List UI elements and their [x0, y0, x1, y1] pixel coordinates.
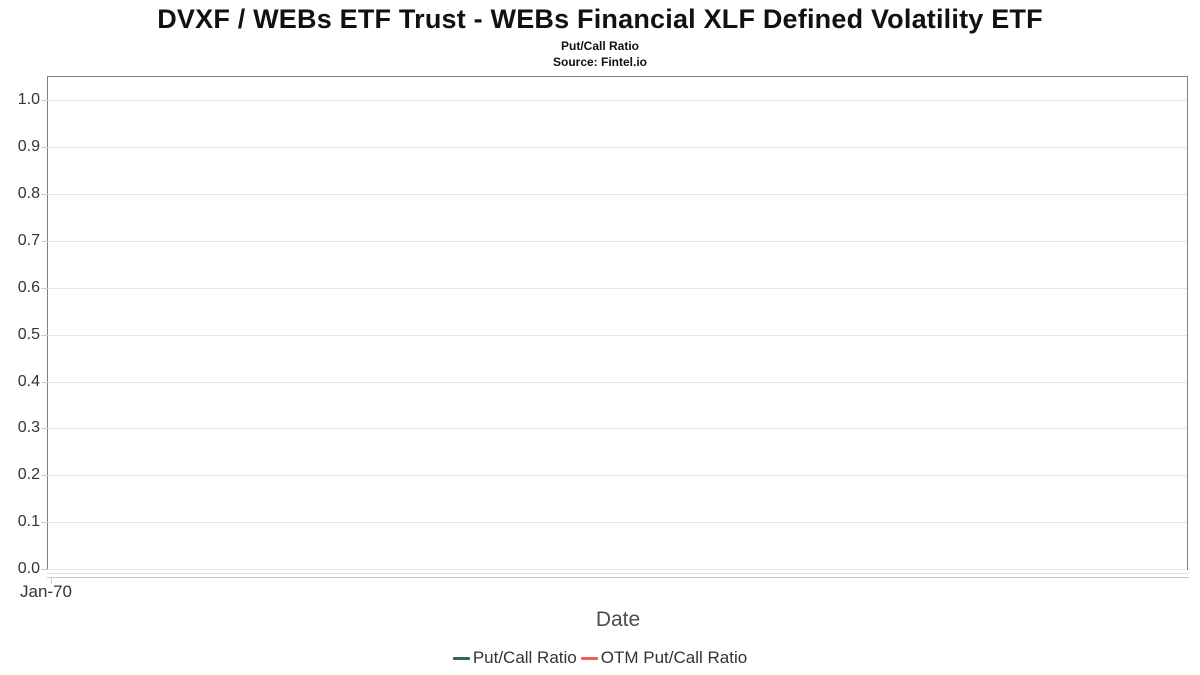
chart-source: Source: Fintel.io: [552, 55, 647, 69]
y-tick-label-0.8: 0.8: [17, 185, 40, 202]
legend-dash-icon: [452, 656, 470, 660]
y-tick-label-0.6: 0.6: [17, 279, 40, 296]
legend-label: Put/Call Ratio: [472, 648, 577, 667]
y-axis-tick-0.3: [41, 428, 48, 429]
y-axis-tick-0.4: [41, 382, 48, 383]
y-tick-label-0.9: 0.9: [17, 138, 40, 155]
gridline-0.7: [48, 241, 1187, 242]
y-axis-tick-0.8: [41, 194, 48, 195]
gridline-1.0: [48, 100, 1187, 101]
y-tick-label-0.1: 0.1: [17, 513, 40, 530]
chart-title: DVXF / WEBs ETF Trust - WEBs Financial X…: [157, 4, 1043, 34]
legend-item-put-call-ratio[interactable]: Put/Call Ratio: [452, 648, 577, 668]
y-axis-tick-1.0: [41, 100, 48, 101]
y-tick-label-0.2: 0.2: [17, 466, 40, 483]
chart-legend: Put/Call Ratio OTM Put/Call Ratio: [0, 648, 1200, 668]
x-axis-tick: [51, 577, 52, 584]
x-tick-label: Jan-70: [20, 582, 72, 601]
x-axis-title: Date: [595, 608, 641, 631]
gridline-0.9: [48, 147, 1187, 148]
y-axis-tick-0.5: [41, 335, 48, 336]
y-axis-tick-0.6: [41, 288, 48, 289]
y-axis-tick-0.0: [41, 569, 48, 570]
gridline-0.4: [48, 382, 1187, 383]
chart-header: DVXF / WEBs ETF Trust - WEBs Financial X…: [0, 4, 1200, 69]
gridline-0.0: [48, 569, 1187, 570]
y-tick-label-1.0: 1.0: [17, 91, 40, 108]
chart-subtitle: Put/Call Ratio: [560, 39, 639, 53]
x-axis-line-upper: [47, 573, 1189, 574]
legend-label: OTM Put/Call Ratio: [600, 648, 748, 667]
y-tick-label-0.5: 0.5: [17, 326, 40, 343]
y-axis-tick-0.1: [41, 522, 48, 523]
gridline-0.1: [48, 522, 1187, 523]
y-axis-tick-0.7: [41, 241, 48, 242]
legend-dash-icon: [580, 656, 598, 660]
gridline-0.2: [48, 475, 1187, 476]
gridline-0.3: [48, 428, 1187, 429]
x-axis-line: [47, 577, 1189, 578]
y-tick-label-0.0: 0.0: [17, 560, 40, 577]
gridline-0.6: [48, 288, 1187, 289]
y-tick-label-0.3: 0.3: [17, 419, 40, 436]
y-tick-label-0.4: 0.4: [17, 373, 40, 390]
y-axis-tick-0.9: [41, 147, 48, 148]
y-axis-tick-0.2: [41, 475, 48, 476]
y-tick-label-0.7: 0.7: [17, 232, 40, 249]
gridline-0.8: [48, 194, 1187, 195]
legend-item-otm-put-call-ratio[interactable]: OTM Put/Call Ratio: [580, 648, 748, 668]
gridline-0.5: [48, 335, 1187, 336]
plot-area: [41, 76, 1188, 570]
